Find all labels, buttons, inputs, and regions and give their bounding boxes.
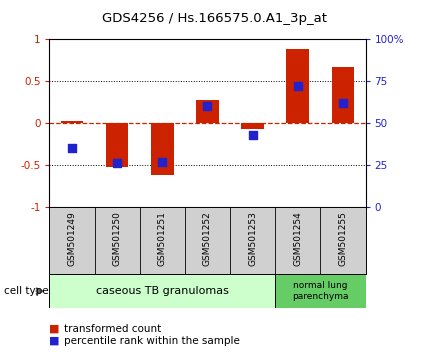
Text: GSM501255: GSM501255 (338, 211, 347, 266)
Text: GDS4256 / Hs.166575.0.A1_3p_at: GDS4256 / Hs.166575.0.A1_3p_at (102, 12, 328, 25)
Point (114, 161, 120, 166)
Bar (196, 100, 219, 123)
Text: GSM501250: GSM501250 (113, 211, 122, 266)
Bar (275, 274, 366, 308)
Point (249, 132, 256, 138)
Bar (286, 49, 309, 123)
Text: ■: ■ (49, 336, 60, 346)
Bar (61, 121, 83, 123)
Text: GSM501251: GSM501251 (158, 211, 167, 266)
Text: ■: ■ (49, 324, 60, 333)
Bar (106, 123, 129, 167)
Text: GSM501249: GSM501249 (68, 211, 77, 266)
Bar (241, 123, 264, 129)
Bar (332, 67, 354, 123)
Point (294, 83, 301, 89)
Point (159, 159, 166, 165)
Bar (49, 274, 275, 308)
Text: percentile rank within the sample: percentile rank within the sample (64, 336, 240, 346)
Bar (151, 123, 174, 175)
Text: transformed count: transformed count (64, 324, 161, 333)
Point (69, 145, 76, 151)
Text: GSM501252: GSM501252 (203, 211, 212, 266)
Text: cell type: cell type (4, 286, 49, 296)
Text: GSM501253: GSM501253 (248, 211, 257, 266)
Text: GSM501254: GSM501254 (293, 211, 302, 266)
Point (339, 100, 346, 106)
Text: normal lung
parenchyma: normal lung parenchyma (292, 281, 349, 301)
Text: caseous TB granulomas: caseous TB granulomas (96, 286, 229, 296)
Point (204, 103, 211, 109)
